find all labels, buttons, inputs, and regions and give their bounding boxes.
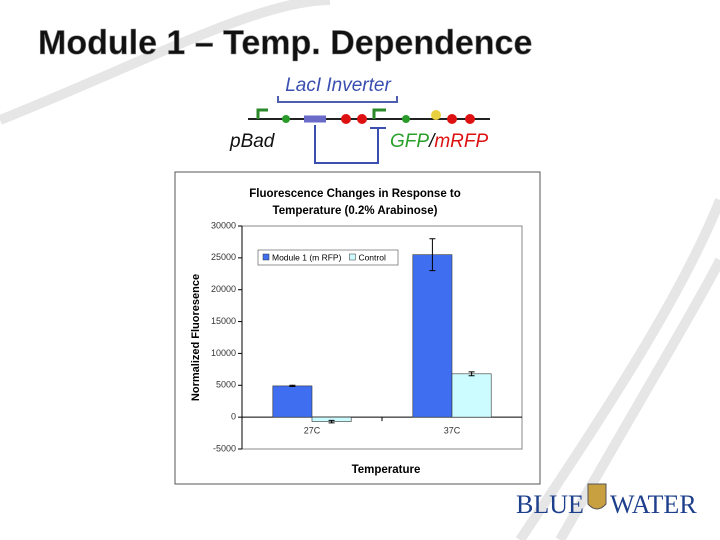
- terminator: [357, 114, 367, 124]
- genetic-diagram: LacI Inverter pBad GFP/mRFP: [229, 75, 490, 164]
- y-tick-label: 5000: [216, 380, 236, 390]
- inverter-label: LacI Inverter: [285, 75, 391, 96]
- reporter-part: mRFP: [434, 131, 488, 152]
- y-tick-label: 15000: [211, 316, 236, 326]
- error-bar: [289, 384, 296, 388]
- reporter-part: GFP: [390, 131, 429, 152]
- x-tick-label: 27C: [304, 426, 321, 436]
- legend-label: Module 1 (m RFP): [272, 252, 342, 262]
- bar: [412, 254, 453, 418]
- error-bar: [429, 238, 436, 272]
- repression: [314, 125, 386, 164]
- logo-shield: [587, 483, 607, 510]
- rbs: [402, 115, 410, 123]
- error-bar: [328, 419, 335, 424]
- rbs: [282, 115, 290, 123]
- slide-title: Module 1 – Temp. Dependence: [38, 24, 532, 62]
- helix-strand: [515, 198, 720, 540]
- legend-box: [257, 249, 399, 266]
- reporter-label: GFP/mRFP: [390, 131, 488, 152]
- legend-swatch: [349, 253, 356, 261]
- bracket: [277, 96, 398, 103]
- terminator: [447, 114, 457, 124]
- chart-title: Fluorescence Changes in Response to: [249, 188, 461, 200]
- y-tick-label: 20000: [211, 284, 236, 294]
- y-tick-label: -5000: [213, 443, 236, 453]
- y-tick-label: 30000: [211, 220, 236, 230]
- chart: Fluorescence Changes in Response to Tempe…: [190, 188, 523, 476]
- x-axis-label: Temperature: [352, 464, 421, 476]
- gene: [431, 110, 441, 120]
- legend-label: Control: [358, 252, 386, 262]
- terminator: [465, 114, 475, 124]
- y-tick-label: 10000: [211, 348, 236, 358]
- error-bar: [468, 371, 475, 377]
- y-tick-label: 0: [231, 412, 236, 422]
- promoter: [256, 108, 268, 119]
- logo-right: WATER: [610, 490, 697, 519]
- chart-title: Temperature (0.2% Arabinose): [273, 205, 438, 217]
- logo-left: BLUE: [516, 490, 584, 519]
- reporter-part: /: [427, 131, 436, 152]
- bar: [451, 373, 492, 418]
- promoter-label: pBad: [229, 131, 276, 152]
- x-tick-label: 37C: [444, 426, 461, 436]
- bar: [272, 385, 313, 418]
- terminator: [341, 114, 351, 124]
- y-tick-label: 25000: [211, 252, 236, 262]
- logo: BLUE WATER: [516, 483, 697, 519]
- legend-swatch: [262, 253, 270, 261]
- helix-strand: [0, 0, 331, 125]
- y-axis-label: Normalized Fluoresence: [190, 274, 202, 401]
- chart-frame: [174, 171, 541, 485]
- promoter: [372, 108, 386, 119]
